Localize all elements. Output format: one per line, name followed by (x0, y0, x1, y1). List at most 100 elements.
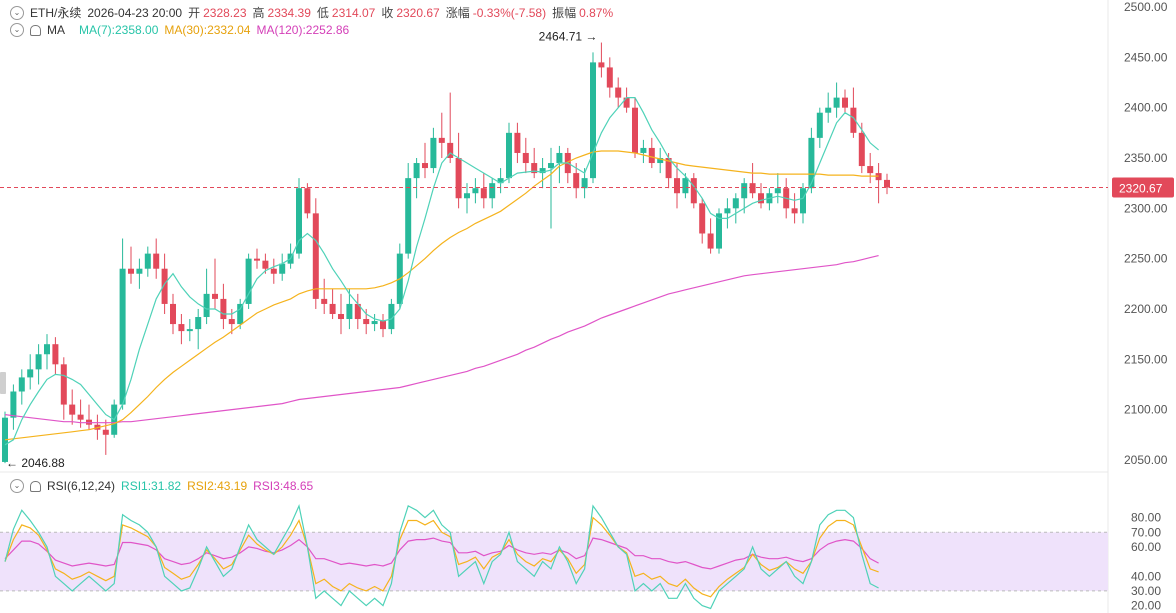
candle-body (489, 183, 496, 199)
candle-body (808, 137, 815, 189)
change-value: -0.33%(-7.58) (472, 5, 547, 20)
rsi2-line (4, 516, 879, 598)
candle-body (615, 87, 622, 98)
candle-body (354, 303, 361, 320)
candle-body (220, 298, 227, 320)
candle-body (422, 163, 428, 169)
candle-body (573, 173, 580, 189)
amplitude-label: 振幅 (552, 6, 577, 20)
candle-body (640, 147, 647, 153)
rsi-lines (4, 503, 879, 610)
price-tick-label: 2400.00 (1124, 101, 1168, 115)
candle-body (228, 319, 235, 325)
price-tick-label: 2100.00 (1124, 403, 1168, 417)
rsi-alert-bell-icon[interactable] (30, 480, 41, 492)
candle-body (296, 188, 302, 254)
candle-body (506, 132, 512, 179)
candle-body (699, 203, 706, 234)
price-tick-label: 2150.00 (1124, 352, 1168, 366)
rsi-tick-label: 30.00 (1131, 584, 1161, 598)
ma7-legend: MA(7):2358.00 (79, 23, 159, 37)
candle-body (27, 369, 34, 378)
rsi-legend: ⌄ RSI(6,12,24) RSI1:31.82 RSI2:43.19 RSI… (10, 479, 319, 493)
candle-body (800, 188, 806, 214)
collapse-ma-icon[interactable]: ⌄ (10, 23, 24, 37)
candle-body (623, 97, 630, 108)
candle-body (380, 321, 386, 330)
rsi-label: RSI(6,12,24) (47, 479, 116, 493)
candle-body (632, 107, 638, 153)
rsi-tick-label: 60.00 (1131, 540, 1161, 554)
candle-body (329, 303, 336, 314)
candle-body (405, 178, 412, 254)
close-label: 收 (381, 6, 394, 20)
candle-body (707, 233, 714, 249)
high-label: 高 (252, 6, 265, 20)
candle-body (758, 193, 764, 204)
price-markers: 2320.67 2464.71 → ← 2046.88 (0, 30, 1174, 470)
ma120-line (4, 255, 879, 424)
rsi-tick-label: 40.00 (1131, 569, 1161, 583)
amplitude-value: 0.87% (579, 5, 614, 20)
candle-body (203, 293, 210, 318)
candle-body (262, 260, 269, 269)
candle-body (178, 324, 185, 332)
high-marker-label: 2464.71 → (539, 30, 598, 44)
candle-body (539, 168, 546, 174)
candle-body (60, 364, 67, 405)
scroll-handle[interactable] (0, 372, 6, 394)
candle-body (749, 183, 756, 194)
candle-body (724, 208, 731, 214)
rsi-tick-label: 20.00 (1131, 599, 1161, 613)
open-value: 2328.23 (203, 5, 247, 20)
rsi1-legend: RSI1:31.82 (121, 479, 182, 493)
candle-body (581, 178, 588, 189)
candle-body (842, 97, 848, 108)
ma-legend: ⌄ MA MA(7):2358.00 MA(30):2332.04 MA(120… (10, 23, 355, 37)
candle-body (195, 317, 202, 330)
collapse-rsi-icon[interactable]: ⌄ (10, 479, 24, 493)
candle-body (161, 268, 168, 304)
candle-body (237, 303, 244, 325)
candle-body (850, 107, 857, 133)
candle-body (18, 377, 25, 392)
candle-body (69, 404, 76, 415)
candle-body (648, 147, 655, 164)
last-price-label: 2320.67 (1119, 182, 1163, 196)
candles (2, 42, 890, 464)
price-tick-label: 2500.00 (1124, 0, 1168, 14)
candle-body (10, 391, 17, 418)
candle-body (548, 163, 554, 169)
candle-body (598, 62, 605, 68)
price-tick-label: 2450.00 (1124, 50, 1168, 64)
candle-body (674, 178, 680, 194)
candle-body (472, 188, 479, 194)
close-value: 2320.67 (396, 5, 440, 20)
candle-body (144, 253, 151, 269)
price-tick-label: 2300.00 (1124, 201, 1168, 215)
rsi2-legend: RSI2:43.19 (187, 479, 248, 493)
candle-body (606, 67, 613, 88)
alert-bell-icon[interactable] (30, 24, 41, 36)
candle-body (833, 97, 840, 108)
candle-body (52, 344, 59, 365)
price-tick-label: 2350.00 (1124, 151, 1168, 165)
candle-body (338, 314, 344, 320)
candle-body (774, 188, 781, 194)
candle-body (732, 198, 739, 209)
price-tick-label: 2200.00 (1124, 302, 1168, 316)
collapse-icon[interactable]: ⌄ (10, 5, 24, 20)
candle-body (497, 178, 504, 184)
candle-body (346, 303, 353, 320)
ma-label: MA (47, 23, 65, 37)
candle-body (682, 178, 689, 194)
candle-body (102, 429, 109, 435)
candle-body (388, 303, 395, 330)
symbol-label[interactable]: ETH/永续 (30, 6, 82, 20)
open-label: 开 (188, 6, 201, 20)
candle-body (447, 142, 454, 158)
candle-body (270, 268, 277, 274)
low-marker-label: ← 2046.88 (6, 456, 65, 470)
rsi3-legend: RSI3:48.65 (253, 479, 314, 493)
